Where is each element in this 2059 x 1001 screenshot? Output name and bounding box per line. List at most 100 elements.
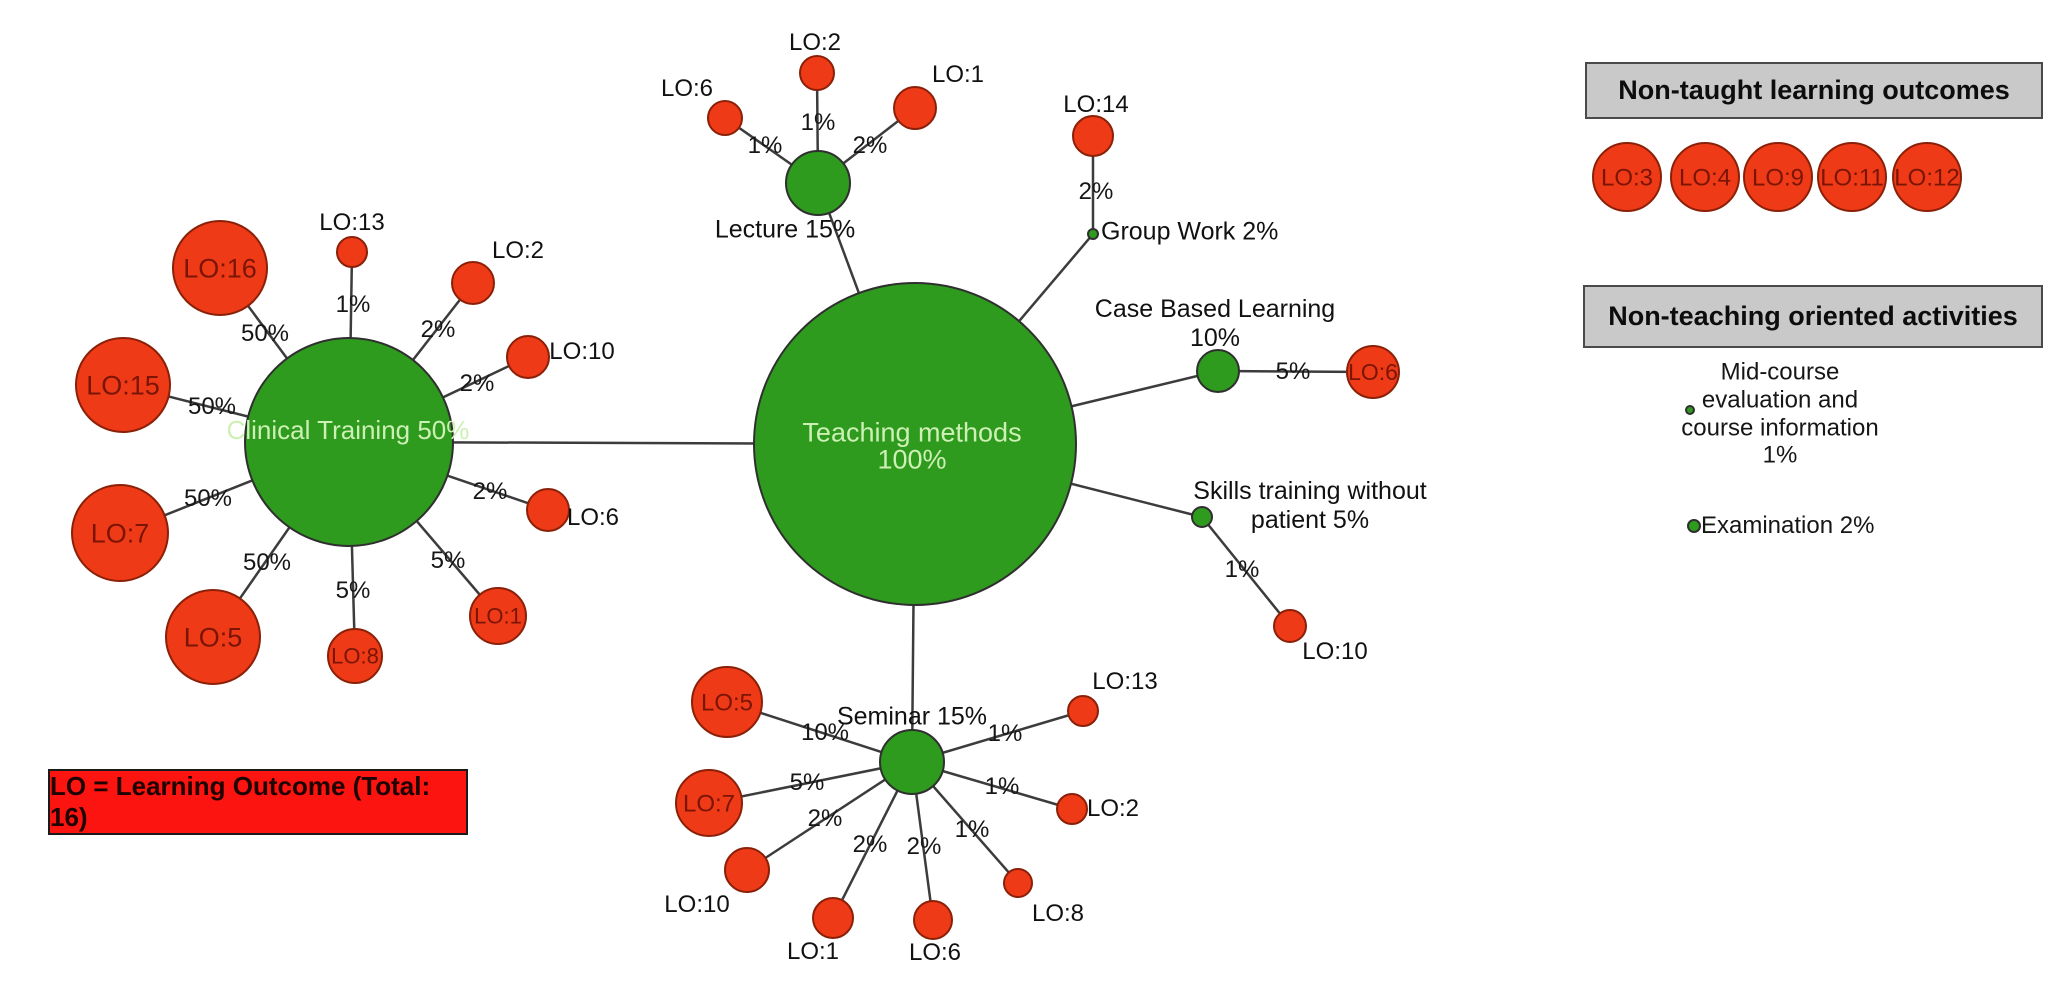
label-graph-methods-0-satellites-2-lo: LO:2 <box>491 237 545 265</box>
lo16-clinical <box>172 220 268 316</box>
label-graph-methods-0-satellites-7-pct: 50% <box>242 549 292 577</box>
label-graph-methods-5-satellites-2-lo: LO:10 <box>664 891 730 919</box>
label-graph-methods-5-satellites-0-pct: 10% <box>800 719 850 747</box>
label-graph-center-label: Teaching methods <box>802 417 1022 448</box>
lo7-clinical-label: LO:7 <box>91 518 150 548</box>
lo11-panel <box>1817 142 1887 212</box>
lo6-seminar <box>913 900 953 940</box>
midcourse-evaluation-label: Mid-course evaluation and course informa… <box>1681 358 1879 469</box>
lo9-panel <box>1743 142 1813 212</box>
label-graph-methods-0-satellites-8-pct: 50% <box>183 485 233 513</box>
lo8-clinical <box>327 628 383 684</box>
legend-label: LO = Learning Outcome (Total: 16) <box>50 771 431 832</box>
case-based-circle <box>1196 349 1240 393</box>
lo5-seminar-label: LO:5 <box>701 689 753 716</box>
label-graph-methods-5-satellites-7-lo: LO:13 <box>1092 668 1158 696</box>
clinical-training-circle <box>244 337 454 547</box>
lo5-seminar <box>691 666 763 738</box>
lo10-skills <box>1273 609 1307 643</box>
label-graph-methods-2-satellites-0-lo: LO:14 <box>1063 91 1129 119</box>
examination-dot <box>1687 519 1701 533</box>
lo1-lecture <box>893 86 937 130</box>
lo1-seminar <box>812 897 854 939</box>
lo5-clinical-label: LO:5 <box>184 622 243 652</box>
label-graph-methods-5-satellites-2-pct: 2% <box>807 805 843 833</box>
non-teaching-header: Non-teaching oriented activities <box>1583 285 2043 348</box>
lo12-panel <box>1892 142 1962 212</box>
lo4-panel-label: LO:4 <box>1679 164 1731 191</box>
label-graph-methods-3-label: Case Based Learning 10% <box>1094 295 1336 352</box>
lo14-groupwork <box>1072 115 1114 157</box>
label-graph-center-pct: 100% <box>877 444 947 475</box>
lo13-seminar <box>1067 695 1099 727</box>
label-graph-methods-0-satellites-1-pct: 1% <box>335 291 371 319</box>
lo16-clinical-label: LO:16 <box>183 253 257 283</box>
label-graph-methods-1-satellites-2-lo: LO:1 <box>931 61 985 89</box>
edge-line <box>1201 516 1291 627</box>
label-graph-methods-0-label: Clinical Training 50% <box>226 414 470 445</box>
label-graph-methods-4-satellites-0-lo: LO:10 <box>1302 638 1368 666</box>
non-teaching-title: Non-teaching oriented activities <box>1608 301 2018 331</box>
lo8-clinical-label: LO:8 <box>331 644 379 669</box>
label-graph-methods-0-satellites-6-pct: 5% <box>335 577 371 605</box>
lo6-casebased-label: LO:6 <box>1348 359 1398 385</box>
lo13-clinical <box>336 236 368 268</box>
label-graph-methods-0-satellites-1-lo: LO:13 <box>319 209 385 237</box>
lo7-seminar-label: LO:7 <box>683 790 735 817</box>
lo5-clinical <box>165 589 261 685</box>
lo2-lecture <box>799 55 835 91</box>
lo15-clinical <box>75 337 171 433</box>
lo15-clinical-label: LO:15 <box>86 370 160 400</box>
label-graph-methods-2-satellites-0-pct: 2% <box>1078 178 1114 206</box>
non-taught-header: Non-taught learning outcomes <box>1585 62 2043 119</box>
label-graph-methods-4-label: Skills training without patient 5% <box>1193 477 1427 534</box>
label-graph-methods-0-satellites-2-pct: 2% <box>420 316 456 344</box>
non-taught-title: Non-taught learning outcomes <box>1618 75 2010 105</box>
lo7-seminar <box>675 769 743 837</box>
lo6-lecture <box>707 100 743 136</box>
label-graph-methods-4-satellites-0-pct: 1% <box>1224 556 1260 584</box>
lo6-casebased <box>1346 345 1400 399</box>
label-graph-methods-5-satellites-6-lo: LO:2 <box>1086 795 1140 823</box>
label-graph-methods-0-satellites-0-pct: 50% <box>240 320 290 348</box>
lo9-panel-label: LO:9 <box>1752 164 1804 191</box>
label-graph-methods-2-label: Group Work 2% <box>1101 217 1279 246</box>
lecture-circle <box>785 150 851 216</box>
lo6-clinical <box>526 488 570 532</box>
lo8-seminar <box>1003 868 1033 898</box>
midcourse-dot <box>1685 405 1695 415</box>
lo3-panel <box>1592 142 1662 212</box>
label-graph-methods-5-satellites-3-pct: 2% <box>852 831 888 859</box>
lo2-seminar <box>1056 793 1088 825</box>
label-graph-methods-3-satellites-0-pct: 5% <box>1275 358 1311 386</box>
seminar-circle <box>879 729 945 795</box>
lo2-clinical <box>451 261 495 305</box>
lo1-clinical-label: LO:1 <box>474 604 522 629</box>
label-graph-methods-5-satellites-1-pct: 5% <box>789 769 825 797</box>
label-graph-methods-1-satellites-1-pct: 1% <box>800 109 836 137</box>
teaching-methods-circle <box>753 282 1077 606</box>
lo3-panel-label: LO:3 <box>1601 164 1653 191</box>
label-graph-methods-5-satellites-3-lo: LO:1 <box>786 938 840 966</box>
label-graph-methods-5-satellites-4-lo: LO:6 <box>908 939 962 967</box>
lo11-panel-label: LO:11 <box>1820 164 1884 191</box>
label-graph-methods-0-satellites-5-pct: 5% <box>430 547 466 575</box>
edge-line <box>708 760 913 805</box>
label-graph-methods-5-satellites-7-pct: 1% <box>987 720 1023 748</box>
label-graph-methods-1-satellites-2-pct: 2% <box>852 132 888 160</box>
lo4-panel <box>1670 142 1740 212</box>
examination-label: Examination 2% <box>1701 512 1875 540</box>
lo12-panel-label: LO:12 <box>1894 164 1959 191</box>
label-graph-methods-5-satellites-6-pct: 1% <box>984 773 1020 801</box>
label-graph-methods-1-satellites-0-lo: LO:6 <box>660 75 714 103</box>
label-graph-methods-5-label: Seminar 15% <box>836 702 988 731</box>
lo10-seminar <box>724 847 770 893</box>
label-graph-methods-0-satellites-3-pct: 2% <box>459 370 495 398</box>
label-graph-methods-0-satellites-9-pct: 50% <box>187 393 237 421</box>
lo1-clinical <box>469 587 527 645</box>
label-graph-methods-0-satellites-3-lo: LO:10 <box>549 338 615 366</box>
lo7-clinical <box>71 484 169 582</box>
label-graph-methods-0-satellites-4-pct: 2% <box>472 478 508 506</box>
